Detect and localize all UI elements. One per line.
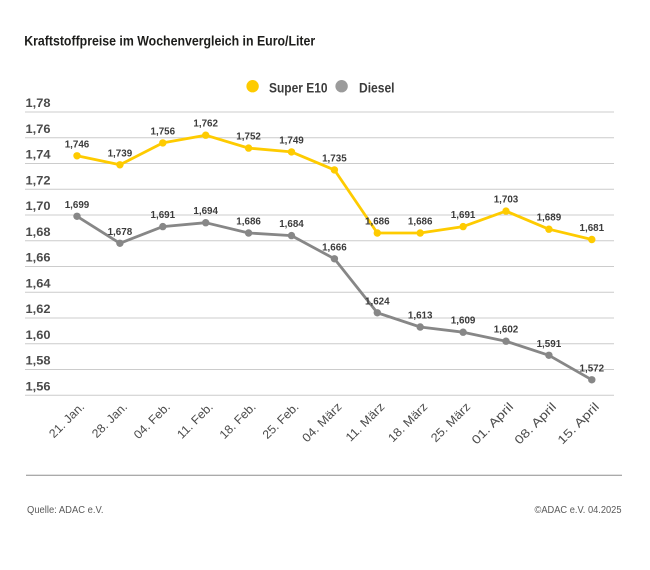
- svg-text:1,694: 1,694: [193, 206, 218, 217]
- svg-text:1,68: 1,68: [26, 225, 51, 239]
- svg-text:1,703: 1,703: [494, 195, 519, 206]
- svg-text:Quelle: ADAC e.V.: Quelle: ADAC e.V.: [27, 505, 104, 516]
- svg-text:1,762: 1,762: [193, 119, 218, 130]
- svg-text:1,58: 1,58: [26, 354, 51, 368]
- svg-text:Kraftstoffpreise im Wochenverg: Kraftstoffpreise im Wochenvergleich in E…: [24, 34, 316, 49]
- svg-text:1,699: 1,699: [65, 200, 90, 211]
- svg-text:1,689: 1,689: [537, 213, 562, 224]
- svg-text:1,76: 1,76: [26, 122, 51, 136]
- svg-text:1,746: 1,746: [65, 139, 90, 150]
- svg-text:1,735: 1,735: [322, 153, 347, 164]
- svg-text:1,686: 1,686: [365, 217, 390, 228]
- svg-text:1,70: 1,70: [26, 199, 51, 213]
- svg-text:1,739: 1,739: [108, 148, 133, 159]
- svg-text:1,62: 1,62: [26, 302, 51, 316]
- svg-text:1,686: 1,686: [408, 217, 433, 228]
- svg-text:1,666: 1,666: [322, 242, 347, 253]
- svg-text:1,684: 1,684: [279, 219, 304, 230]
- svg-text:1,56: 1,56: [26, 379, 51, 393]
- svg-text:©ADAC e.V. 04.2025: ©ADAC e.V. 04.2025: [535, 505, 622, 516]
- svg-text:1,64: 1,64: [26, 276, 51, 290]
- svg-text:1,572: 1,572: [580, 363, 605, 374]
- svg-text:1,691: 1,691: [451, 210, 476, 221]
- svg-text:1,756: 1,756: [151, 126, 176, 137]
- svg-text:1,72: 1,72: [26, 173, 51, 187]
- svg-text:1,591: 1,591: [537, 339, 562, 350]
- svg-text:1,624: 1,624: [365, 296, 390, 307]
- svg-text:1,74: 1,74: [26, 148, 51, 162]
- svg-text:1,609: 1,609: [451, 316, 476, 327]
- svg-text:1,752: 1,752: [236, 132, 261, 143]
- svg-text:1,613: 1,613: [408, 311, 433, 322]
- svg-text:1,686: 1,686: [236, 217, 261, 228]
- svg-text:Super E10: Super E10: [269, 80, 328, 95]
- svg-text:1,78: 1,78: [26, 96, 51, 110]
- svg-text:1,66: 1,66: [26, 251, 51, 265]
- svg-text:1,602: 1,602: [494, 325, 519, 336]
- svg-text:1,60: 1,60: [26, 328, 51, 342]
- svg-text:1,681: 1,681: [580, 223, 605, 234]
- svg-text:1,749: 1,749: [279, 135, 304, 146]
- svg-text:1,691: 1,691: [151, 210, 176, 221]
- svg-text:1,678: 1,678: [108, 227, 133, 238]
- svg-text:Diesel: Diesel: [359, 80, 395, 95]
